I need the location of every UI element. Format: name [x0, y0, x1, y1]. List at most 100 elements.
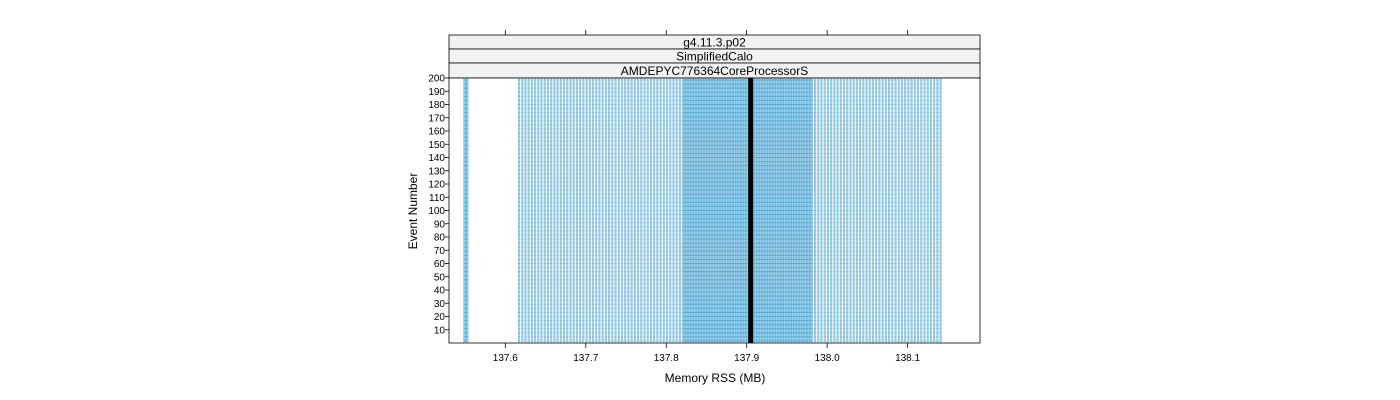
- data-point: [547, 291, 549, 292]
- data-point: [531, 282, 533, 283]
- data-point: [528, 158, 530, 159]
- data-point: [560, 132, 562, 133]
- data-point: [557, 116, 559, 117]
- data-point: [563, 185, 565, 186]
- data-point: [576, 100, 578, 101]
- data-point: [528, 304, 530, 305]
- data-point: [466, 88, 468, 89]
- data-point: [534, 184, 536, 185]
- data-point: [579, 161, 581, 162]
- data-point: [466, 307, 468, 308]
- data-point: [531, 84, 533, 85]
- data-point: [576, 154, 578, 155]
- data-point: [582, 320, 584, 321]
- data-point: [537, 172, 539, 173]
- data-point: [524, 287, 526, 288]
- data-point: [540, 320, 542, 321]
- data-point: [547, 278, 549, 279]
- data-point: [531, 223, 533, 224]
- data-point: [528, 222, 530, 223]
- data-point: [521, 206, 523, 207]
- data-point: [466, 119, 468, 120]
- data-point: [528, 266, 530, 267]
- data-point: [569, 283, 571, 284]
- data-point: [547, 141, 549, 142]
- data-point: [524, 292, 526, 293]
- data-point: [521, 81, 523, 82]
- data-point: [560, 242, 562, 243]
- data-point: [537, 112, 539, 113]
- data-point: [560, 293, 562, 294]
- data-point: [560, 92, 562, 93]
- data-point: [544, 189, 546, 190]
- data-point: [540, 88, 542, 89]
- data-point: [521, 262, 523, 263]
- data-point: [585, 312, 587, 313]
- data-point: [550, 317, 552, 318]
- data-point: [553, 145, 555, 146]
- data-point: [566, 123, 568, 124]
- data-point: [585, 336, 587, 337]
- data-point: [560, 301, 562, 302]
- data-point: [528, 288, 530, 289]
- data-point: [524, 307, 526, 308]
- data-point: [466, 131, 468, 132]
- data-point: [550, 201, 552, 202]
- data-point: [518, 134, 520, 135]
- data-point: [521, 181, 523, 182]
- data-point: [524, 231, 526, 232]
- data-point: [569, 301, 571, 302]
- data-point: [534, 91, 536, 92]
- data-point: [528, 321, 530, 322]
- data-point: [576, 125, 578, 126]
- data-point: [576, 83, 578, 84]
- data-point: [557, 158, 559, 159]
- data-point: [540, 205, 542, 206]
- data-point: [524, 89, 526, 90]
- data-point: [579, 93, 581, 94]
- data-point: [563, 182, 565, 183]
- data-point: [466, 207, 468, 208]
- data-point: [537, 123, 539, 124]
- data-point: [521, 299, 523, 300]
- data-point: [547, 154, 549, 155]
- data-point: [557, 93, 559, 94]
- data-point: [528, 312, 530, 313]
- data-point: [585, 280, 587, 281]
- data-point: [550, 187, 552, 188]
- data-point: [524, 301, 526, 302]
- data-point: [566, 133, 568, 134]
- data-point: [544, 141, 546, 142]
- data-point: [569, 209, 571, 210]
- data-point: [550, 250, 552, 251]
- data-point: [544, 320, 546, 321]
- data-point: [534, 227, 536, 228]
- data-point: [537, 266, 539, 267]
- data-point: [518, 221, 520, 222]
- data-point: [534, 320, 536, 321]
- data-point: [560, 164, 562, 165]
- data-point: [560, 323, 562, 324]
- data-point: [553, 206, 555, 207]
- data-point: [585, 145, 587, 146]
- data-point: [466, 320, 468, 321]
- data-point: [524, 127, 526, 128]
- data-point: [557, 267, 559, 268]
- data-point: [579, 111, 581, 112]
- data-point: [576, 97, 578, 98]
- data-point: [582, 264, 584, 265]
- data-point: [524, 207, 526, 208]
- data-point: [553, 133, 555, 134]
- data-point: [557, 101, 559, 102]
- data-point: [466, 223, 468, 224]
- data-point: [466, 172, 468, 173]
- data-point: [553, 132, 555, 133]
- data-point: [582, 125, 584, 126]
- data-point: [544, 283, 546, 284]
- data-point: [544, 93, 546, 94]
- data-point: [569, 185, 571, 186]
- data-point: [563, 129, 565, 130]
- data-point: [547, 319, 549, 320]
- data-point: [553, 307, 555, 308]
- data-point: [534, 129, 536, 130]
